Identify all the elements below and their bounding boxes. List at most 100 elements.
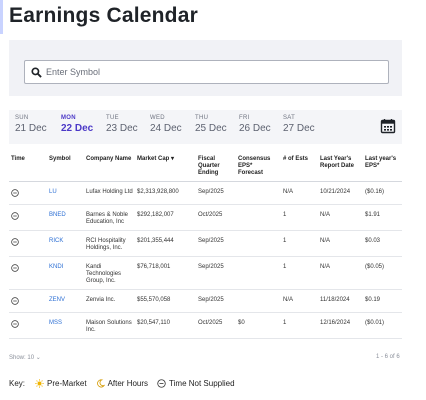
last-eps-cell: ($0.05) [363,256,402,290]
company-cell: RCI Hospitality Holdings, Inc. [84,230,135,257]
consensus-cell [236,289,281,313]
symbol-cell[interactable]: KNDI [47,256,84,290]
last-report-cell: 11/18/2024 [318,289,363,313]
last-report-cell: N/A [318,230,363,257]
day-name: THU [195,115,209,121]
day-mon[interactable]: MON 22 Dec [61,115,105,134]
search-panel [9,40,402,96]
col-market-cap-label: Market Cap [137,156,170,162]
day-tue[interactable]: TUE 23 Dec [106,115,150,134]
col-fiscal: Fiscal Quarter Ending [196,154,236,182]
search-box[interactable] [24,60,389,84]
table-row: RICK RCI Hospitality Holdings, Inc. $201,3… [9,230,402,257]
table-row: KNDI Kandi Technologies Group, Inc. $76,71… [9,256,402,290]
day-date: 26 Dec [239,123,271,134]
moon-icon [96,379,105,388]
last-eps-cell: $1.91 [363,204,402,231]
earnings-table: Time Symbol Company Name Market Cap ▾ Fi… [9,154,402,339]
ests-cell: 1 [281,230,318,257]
symbol-cell[interactable]: RICK [47,230,84,257]
day-date: 24 Dec [150,123,182,134]
dash-circle-icon [11,189,19,197]
table-row: BNED Barnes & Noble Education, Inc $292,18… [9,204,402,231]
day-name: TUE [106,115,119,121]
day-sat[interactable]: SAT 27 Dec [283,115,327,134]
day-fri[interactable]: FRI 26 Dec [239,115,283,134]
dash-circle-icon [11,320,19,328]
last-eps-cell: $0.19 [363,289,402,313]
symbol-search-input[interactable] [46,67,376,77]
legend: Key: Pre-Market After Hours Time Not Sup… [9,379,244,388]
show-value: 10 [27,355,35,361]
ests-cell: 1 [281,256,318,290]
time-cell [9,312,47,339]
market-cap-cell: $201,355,444 [135,230,196,257]
day-date: 27 Dec [283,123,315,134]
fiscal-cell: Sep/2025 [196,289,236,313]
legend-pre-market-label: Pre-Market [47,379,87,388]
day-date: 25 Dec [195,123,227,134]
symbol-cell[interactable]: BNED [47,204,84,231]
ests-cell: 1 [281,312,318,339]
legend-after-hours-label: After Hours [107,379,149,388]
col-last-eps: Last year's EPS* [363,154,402,182]
dash-circle-icon [11,238,19,246]
table-row: LU Lufax Holding Ltd $2,313,928,800 Sep/202… [9,181,402,205]
legend-time-not-supplied-label: Time Not Supplied [169,379,235,388]
day-sun[interactable]: SUN 21 Dec [15,115,59,134]
market-cap-cell: $292,182,007 [135,204,196,231]
day-name: MON [61,115,76,121]
day-wed[interactable]: WED 24 Dec [150,115,194,134]
company-cell: Kandi Technologies Group, Inc. [84,256,135,290]
col-ests: # of Ests [281,154,318,182]
symbol-cell[interactable]: MSS [47,312,84,339]
page-title: Earnings Calendar [9,4,198,27]
symbol-cell[interactable]: ZENV [47,289,84,313]
calendar-icon[interactable] [380,118,396,134]
time-cell [9,204,47,231]
dash-circle-icon [157,379,166,388]
date-strip: SUN 21 Dec MON 22 Dec TUE 23 Dec WED 24 … [9,110,402,144]
col-symbol: Symbol [47,154,84,182]
consensus-cell [236,181,281,205]
day-name: SAT [283,115,296,121]
time-cell [9,230,47,257]
time-cell [9,289,47,313]
consensus-cell: $0 [236,312,281,339]
ests-cell: 1 [281,204,318,231]
ests-cell: N/A [281,181,318,205]
consensus-cell [236,204,281,231]
chevron-down-icon: ⌄ [35,355,41,361]
pagination-range: 1 - 6 of 6 [376,354,400,360]
table-header-row: Time Symbol Company Name Market Cap ▾ Fi… [9,154,402,182]
consensus-cell [236,230,281,257]
col-time: Time [9,154,47,182]
day-name: FRI [239,115,250,121]
consensus-cell [236,256,281,290]
market-cap-cell: $2,313,928,800 [135,181,196,205]
fiscal-cell: Oct/2025 [196,312,236,339]
day-date: 23 Dec [106,123,138,134]
page-size-control[interactable]: Show: 10 ⌄ [9,354,41,361]
symbol-cell[interactable]: LU [47,181,84,205]
last-report-cell: N/A [318,204,363,231]
sun-icon [35,379,44,388]
last-report-cell: N/A [318,256,363,290]
last-report-cell: 12/16/2024 [318,312,363,339]
time-cell [9,256,47,290]
company-cell: Lufax Holding Ltd [84,181,135,205]
table-row: ZENV Zenvia Inc. $55,570,058 Sep/2025 N/A 11/… [9,289,402,313]
last-eps-cell: ($0.01) [363,312,402,339]
col-market-cap[interactable]: Market Cap ▾ [135,154,196,182]
day-thu[interactable]: THU 25 Dec [195,115,239,134]
fiscal-cell: Sep/2025 [196,256,236,290]
fiscal-cell: Oct/2025 [196,204,236,231]
last-eps-cell: ($0.16) [363,181,402,205]
fiscal-cell: Sep/2025 [196,181,236,205]
company-cell: Zenvia Inc. [84,289,135,313]
search-icon [31,66,42,78]
legend-after-hours: After Hours [96,379,148,388]
dash-circle-icon [11,212,19,220]
market-cap-cell: $55,570,058 [135,289,196,313]
title-accent-bar [0,0,3,34]
